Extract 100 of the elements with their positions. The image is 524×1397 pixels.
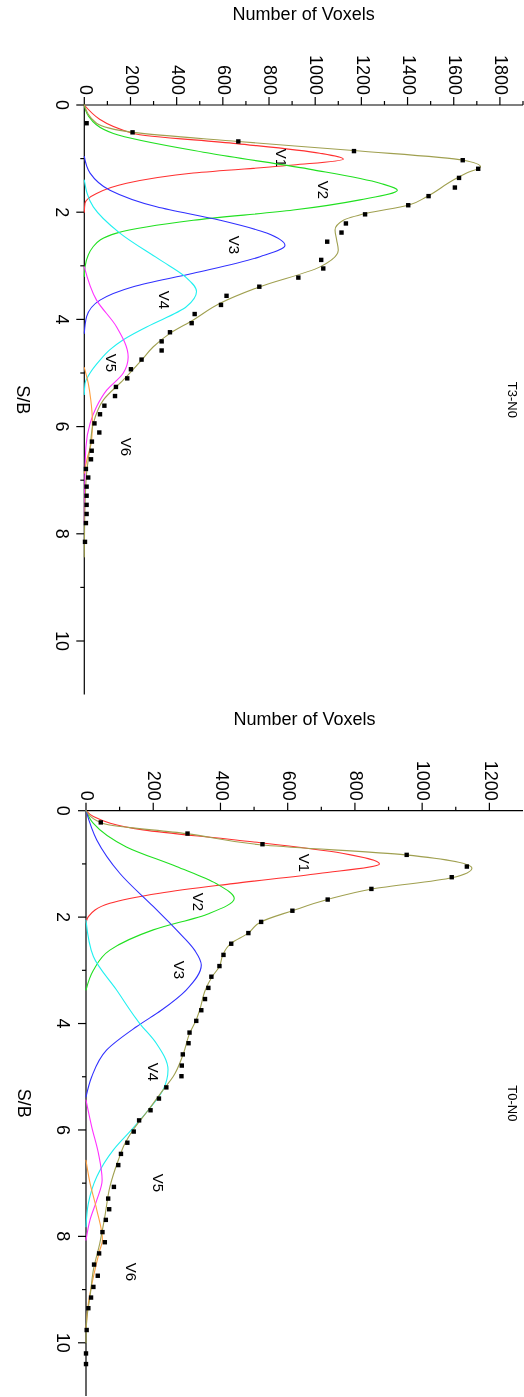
y-tick-label: 6: [51, 421, 72, 432]
x-tick-label: 600: [214, 64, 235, 95]
point: [221, 952, 226, 958]
text: V1: [296, 853, 314, 873]
point: [84, 1327, 89, 1333]
y-tick-label: 4: [51, 314, 72, 325]
text: T3-N0: [504, 381, 520, 418]
x-tick-label: 1000: [413, 760, 434, 801]
point: [84, 502, 89, 508]
y-tick-label: 10: [51, 630, 72, 652]
text: V3: [171, 960, 189, 980]
point: [187, 1030, 192, 1035]
y-tick-label: 2: [51, 207, 72, 218]
text: V4: [145, 1062, 163, 1082]
point: [260, 842, 265, 847]
point: [236, 139, 241, 144]
x-tick-label: 400: [211, 770, 232, 801]
line-series: [83, 179, 198, 395]
point: [92, 421, 97, 426]
y-tick-label: 6: [53, 1124, 74, 1135]
x-axis-title: Number of Voxels: [232, 3, 375, 24]
point: [136, 1118, 142, 1123]
y-tick-label: 8: [51, 528, 72, 539]
x-tick-label: 600: [278, 770, 299, 801]
point: [343, 221, 349, 226]
point: [91, 1284, 96, 1290]
point: [125, 1140, 130, 1145]
line-series: [85, 810, 202, 1098]
y-tick-label: 10: [53, 1332, 74, 1353]
x-tick-label: 200: [144, 770, 165, 801]
point: [89, 439, 95, 444]
point: [105, 1196, 111, 1201]
x-axis-title: Number of Voxels: [233, 709, 376, 730]
point: [321, 266, 326, 271]
line-series: [83, 104, 398, 278]
y-tick-label: 8: [53, 1231, 74, 1242]
point: [86, 1306, 91, 1311]
point: [84, 121, 89, 126]
point: [179, 1063, 184, 1068]
point: [199, 1008, 204, 1013]
point: [290, 908, 295, 913]
point: [224, 293, 229, 299]
point: [89, 448, 94, 453]
point: [206, 985, 211, 991]
line-series: [85, 810, 381, 923]
x-tick-label: 1200: [352, 54, 373, 95]
point: [192, 311, 197, 317]
point: [156, 1096, 162, 1101]
x-tick-label: 1200: [480, 760, 501, 801]
point: [97, 430, 102, 435]
y-tick-label: 0: [53, 805, 74, 816]
point: [84, 511, 89, 517]
point: [426, 193, 431, 199]
x-tick-label: 1000: [306, 54, 327, 95]
point: [148, 1108, 153, 1113]
text: V2: [190, 892, 208, 912]
x-tick-label: 800: [260, 64, 281, 95]
point: [325, 897, 330, 902]
x-tick-label: 800: [346, 770, 367, 801]
point: [91, 1262, 97, 1267]
text: V6: [118, 437, 136, 457]
line-series: [85, 1099, 103, 1241]
x-tick-label: 400: [167, 64, 188, 95]
point: [179, 1074, 184, 1079]
point: [464, 864, 470, 869]
point: [186, 1041, 191, 1046]
point: [217, 963, 222, 969]
y-tick-label: 4: [53, 1018, 74, 1029]
point: [452, 185, 458, 190]
y-tick-label: 0: [51, 99, 72, 111]
point: [102, 403, 107, 408]
text: V3: [226, 235, 244, 255]
point: [130, 130, 135, 135]
point: [296, 275, 301, 280]
x-tick-label: 1800: [491, 54, 512, 95]
point: [159, 348, 164, 353]
point: [139, 357, 144, 362]
line-series: [83, 104, 482, 558]
line-series: [85, 919, 169, 1228]
y-tick-label: 2: [53, 912, 74, 923]
x-tick-label: 0: [75, 84, 96, 95]
point: [246, 930, 251, 936]
x-tick-label: 1600: [444, 54, 465, 95]
point: [100, 1229, 105, 1235]
text: V2: [315, 180, 333, 200]
point: [88, 1295, 94, 1300]
point: [98, 820, 103, 825]
point: [84, 493, 89, 498]
line-series: [85, 810, 473, 1344]
point: [86, 475, 91, 480]
text: V5: [103, 353, 121, 373]
point: [164, 1085, 169, 1090]
point: [325, 239, 330, 244]
x-tick-label: 200: [121, 64, 142, 95]
point: [131, 1129, 136, 1134]
point: [369, 886, 374, 892]
y-axis-title: S/B: [12, 385, 33, 415]
point: [159, 339, 164, 344]
y-axis-title: S/B: [14, 1088, 35, 1118]
point: [209, 974, 214, 979]
